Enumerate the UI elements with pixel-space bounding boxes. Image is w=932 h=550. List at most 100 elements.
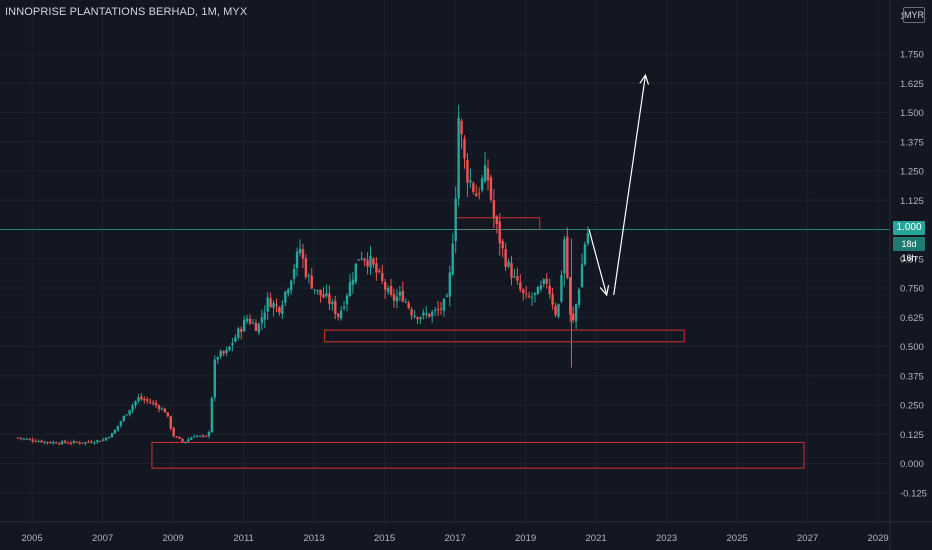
candle-body [375, 263, 378, 273]
y-tick-label: 0.750 [900, 284, 924, 295]
candle-body [381, 272, 384, 281]
candle-body [466, 159, 469, 183]
candle-body [116, 425, 120, 431]
candle-body [260, 317, 264, 323]
bar-countdown-label: 18d 16h [893, 237, 925, 263]
candle-body [225, 349, 228, 353]
candle-body [401, 290, 405, 302]
candle-body [574, 304, 578, 322]
candle-body [254, 322, 258, 332]
candle-body [125, 414, 128, 416]
candle-body [433, 309, 437, 311]
x-tick-label: 2025 [727, 533, 748, 544]
candle-body [483, 165, 487, 182]
candle-body [519, 282, 522, 290]
candle-body [187, 439, 190, 442]
candle-body [363, 258, 366, 261]
candle-body [419, 317, 422, 320]
candle-body [342, 306, 346, 309]
candle-body [554, 305, 557, 315]
candle-body [49, 442, 52, 444]
candle-body [463, 138, 466, 159]
candle-body [577, 289, 581, 305]
candle-body [184, 441, 187, 443]
candle-body [198, 435, 202, 437]
candle-body [560, 275, 563, 302]
candle-body [448, 272, 452, 297]
candle-body [586, 232, 590, 244]
zone-box-2 [324, 329, 685, 343]
candle-body [583, 244, 587, 265]
candle-body [57, 443, 61, 445]
x-tick-label: 2009 [163, 533, 184, 544]
time-axis[interactable]: 2005 2007 2009 2011 2013 2015 2017 2019 2021 2023… [0, 521, 932, 544]
candle-body [386, 288, 390, 293]
candle-body [392, 293, 396, 301]
candle-body [99, 440, 102, 442]
candle-body [40, 440, 43, 443]
candle-body [148, 401, 152, 403]
candle-body [195, 435, 199, 437]
candle-body [360, 258, 363, 260]
candle-body [328, 293, 331, 304]
y-tick-label-clipped: 1 [900, 11, 905, 22]
candle-body [548, 285, 551, 295]
x-tick-label: 2023 [656, 533, 677, 544]
candle-body [475, 193, 478, 197]
candle-body [569, 277, 572, 315]
candle-body [498, 221, 501, 244]
candle-body [275, 304, 278, 306]
candle-body [460, 120, 463, 135]
candle-body [178, 436, 181, 439]
y-tick-label: 1.125 [900, 196, 924, 207]
arrow-head-2 [639, 73, 650, 85]
candle-body [304, 258, 308, 277]
candle-body [422, 312, 425, 316]
candle-body [60, 441, 64, 444]
candle-body [63, 440, 67, 443]
candle-body [104, 437, 108, 441]
candle-body [378, 270, 381, 272]
candle-body [445, 295, 449, 297]
candle-body [571, 313, 575, 321]
candle-body [319, 289, 322, 296]
candles [16, 104, 590, 446]
candle-body [16, 437, 20, 439]
x-tick-label: 2017 [445, 533, 466, 544]
candle-body [72, 441, 76, 443]
candle-body [245, 318, 249, 322]
candle-body [269, 298, 272, 308]
candle-body [289, 280, 293, 291]
candle-body [140, 396, 143, 400]
candle-body [557, 303, 560, 317]
candle-body [489, 177, 493, 200]
x-tick-label: 2015 [374, 533, 395, 544]
candle-body [25, 438, 29, 440]
candle-body [513, 276, 516, 278]
candle-body [325, 293, 328, 297]
candle-body [334, 300, 337, 315]
candle-body [242, 319, 246, 332]
candle-body [237, 328, 240, 338]
candle-body [28, 439, 31, 441]
candle-body [248, 318, 252, 324]
candle-body [52, 442, 55, 444]
candle-body [298, 248, 302, 254]
price-axis[interactable]: 1.750 1.625 1.500 1.375 1.250 1.125 1.000 0.875… [889, 0, 927, 550]
candle-body [75, 441, 78, 443]
candle-body [146, 399, 149, 401]
candle-body [316, 289, 319, 291]
candle-body [169, 416, 172, 429]
candle-body [204, 435, 208, 437]
candle-body [536, 287, 540, 295]
candle-body [366, 260, 369, 267]
candle-body [207, 431, 211, 437]
candle-body [154, 402, 158, 406]
currency-badge[interactable]: MYR [903, 7, 925, 23]
candle-body [345, 295, 349, 305]
candle-body [172, 428, 175, 437]
candle-body [166, 412, 170, 417]
y-tick-label: 1.625 [900, 79, 924, 90]
candle-body [69, 442, 73, 444]
